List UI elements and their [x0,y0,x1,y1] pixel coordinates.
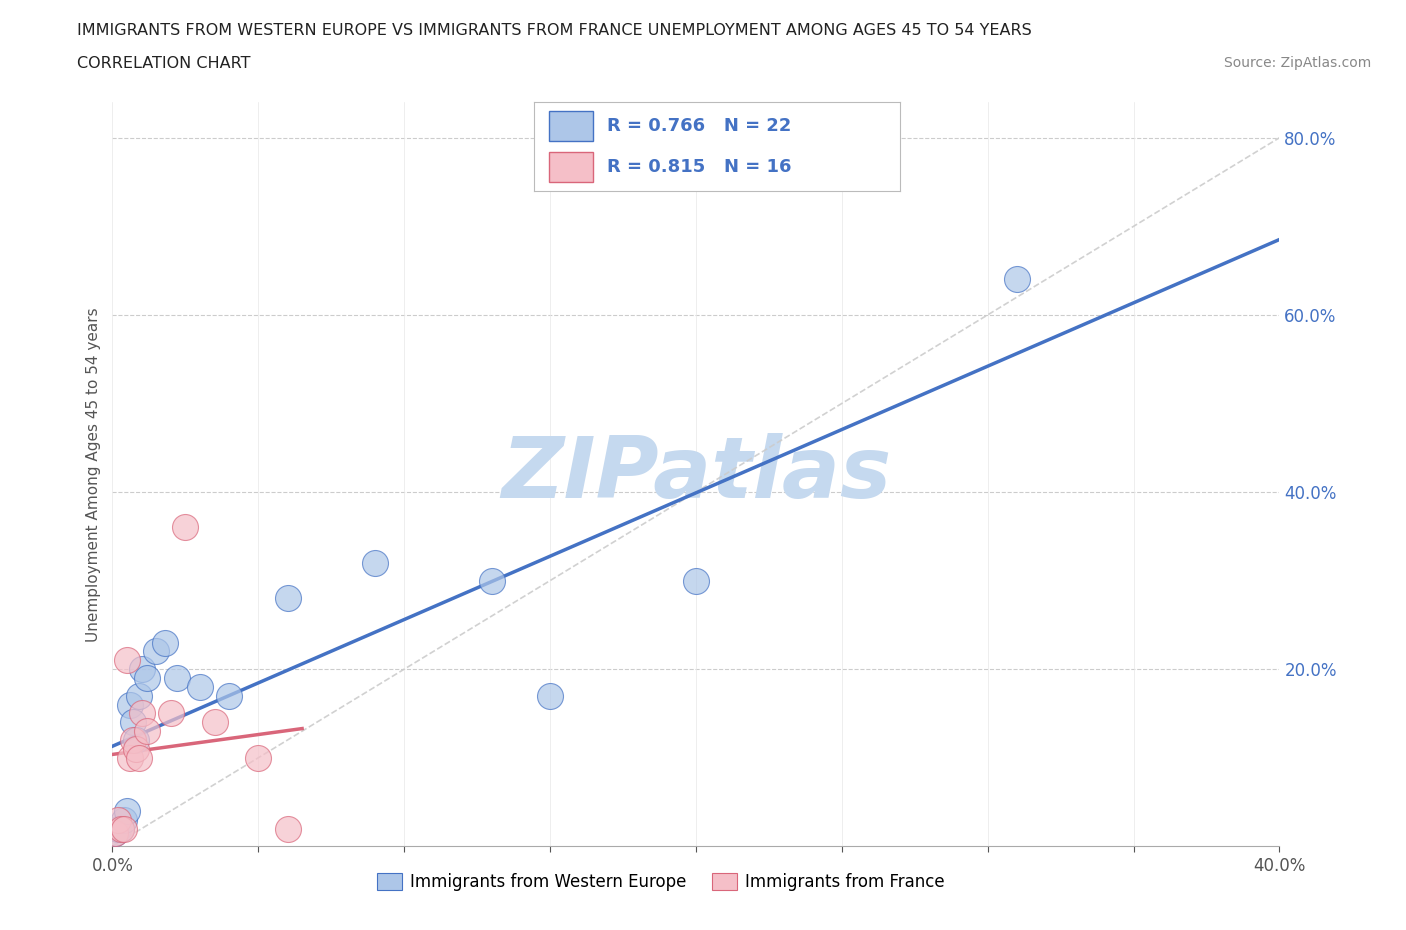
Point [125,741,148,756]
Point [128,751,150,765]
Point [160,706,183,721]
Text: ZIPatlas: ZIPatlas [501,432,891,516]
Point [136,671,159,685]
Point [685,573,707,588]
Point [110,821,132,836]
Text: CORRELATION CHART: CORRELATION CHART [77,56,250,71]
Point [131,706,153,721]
Point [247,751,270,765]
Point [136,724,159,738]
FancyBboxPatch shape [548,152,593,182]
Point [104,826,127,841]
Text: R = 0.766   N = 22: R = 0.766 N = 22 [607,117,792,135]
Point [110,821,132,836]
Text: Source: ZipAtlas.com: Source: ZipAtlas.com [1223,56,1371,70]
Point [276,591,298,605]
Point [107,812,129,827]
FancyBboxPatch shape [548,112,593,141]
Legend: Immigrants from Western Europe, Immigrants from France: Immigrants from Western Europe, Immigran… [370,866,952,897]
Point [104,826,127,841]
Point [122,733,145,748]
Point [153,635,176,650]
Point [204,715,226,730]
Point [188,680,211,695]
Point [276,821,298,836]
Point [128,688,150,703]
Point [174,520,197,535]
Point [364,555,387,570]
Point [218,688,240,703]
Point [122,715,145,730]
Y-axis label: Unemployment Among Ages 45 to 54 years: Unemployment Among Ages 45 to 54 years [86,307,101,642]
Point [118,751,141,765]
Point [125,733,148,748]
Point [118,698,141,712]
Point [481,573,503,588]
Point [115,804,138,818]
Point [145,644,167,658]
Point [538,688,561,703]
Point [1005,272,1028,286]
Point [131,662,153,677]
Point [115,653,138,668]
Text: R = 0.815   N = 16: R = 0.815 N = 16 [607,158,792,176]
Point [112,812,135,827]
Point [166,671,188,685]
Point [107,821,129,836]
Point [112,821,135,836]
Text: IMMIGRANTS FROM WESTERN EUROPE VS IMMIGRANTS FROM FRANCE UNEMPLOYMENT AMONG AGES: IMMIGRANTS FROM WESTERN EUROPE VS IMMIGR… [77,23,1032,38]
